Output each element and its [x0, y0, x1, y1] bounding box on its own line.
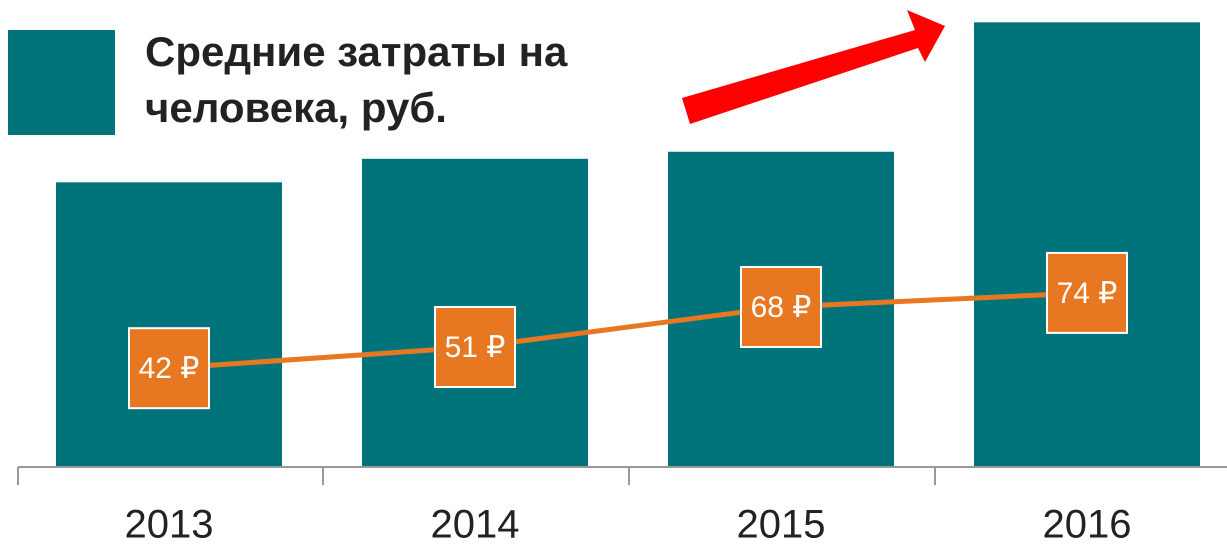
bar	[56, 182, 282, 467]
x-tick-label: 2014	[431, 503, 520, 547]
legend-swatch	[8, 30, 115, 135]
data-label: 51 ₽	[445, 331, 506, 364]
x-tick-label: 2015	[737, 503, 826, 547]
label-box	[1046, 251, 1128, 334]
trend-arrow	[682, 10, 945, 124]
x-tick-label: 2013	[125, 503, 214, 547]
label-box	[740, 266, 822, 349]
data-label: 74 ₽	[1057, 277, 1118, 310]
bar	[974, 22, 1200, 467]
line	[168, 290, 1088, 371]
data-label: 68 ₽	[751, 291, 812, 324]
label-box	[434, 306, 516, 389]
label-box	[128, 327, 210, 410]
legend-label: Средние затраты на человека, руб.	[145, 28, 568, 131]
x-tick-label: 2016	[1043, 503, 1132, 547]
data-label: 42 ₽	[139, 352, 200, 385]
